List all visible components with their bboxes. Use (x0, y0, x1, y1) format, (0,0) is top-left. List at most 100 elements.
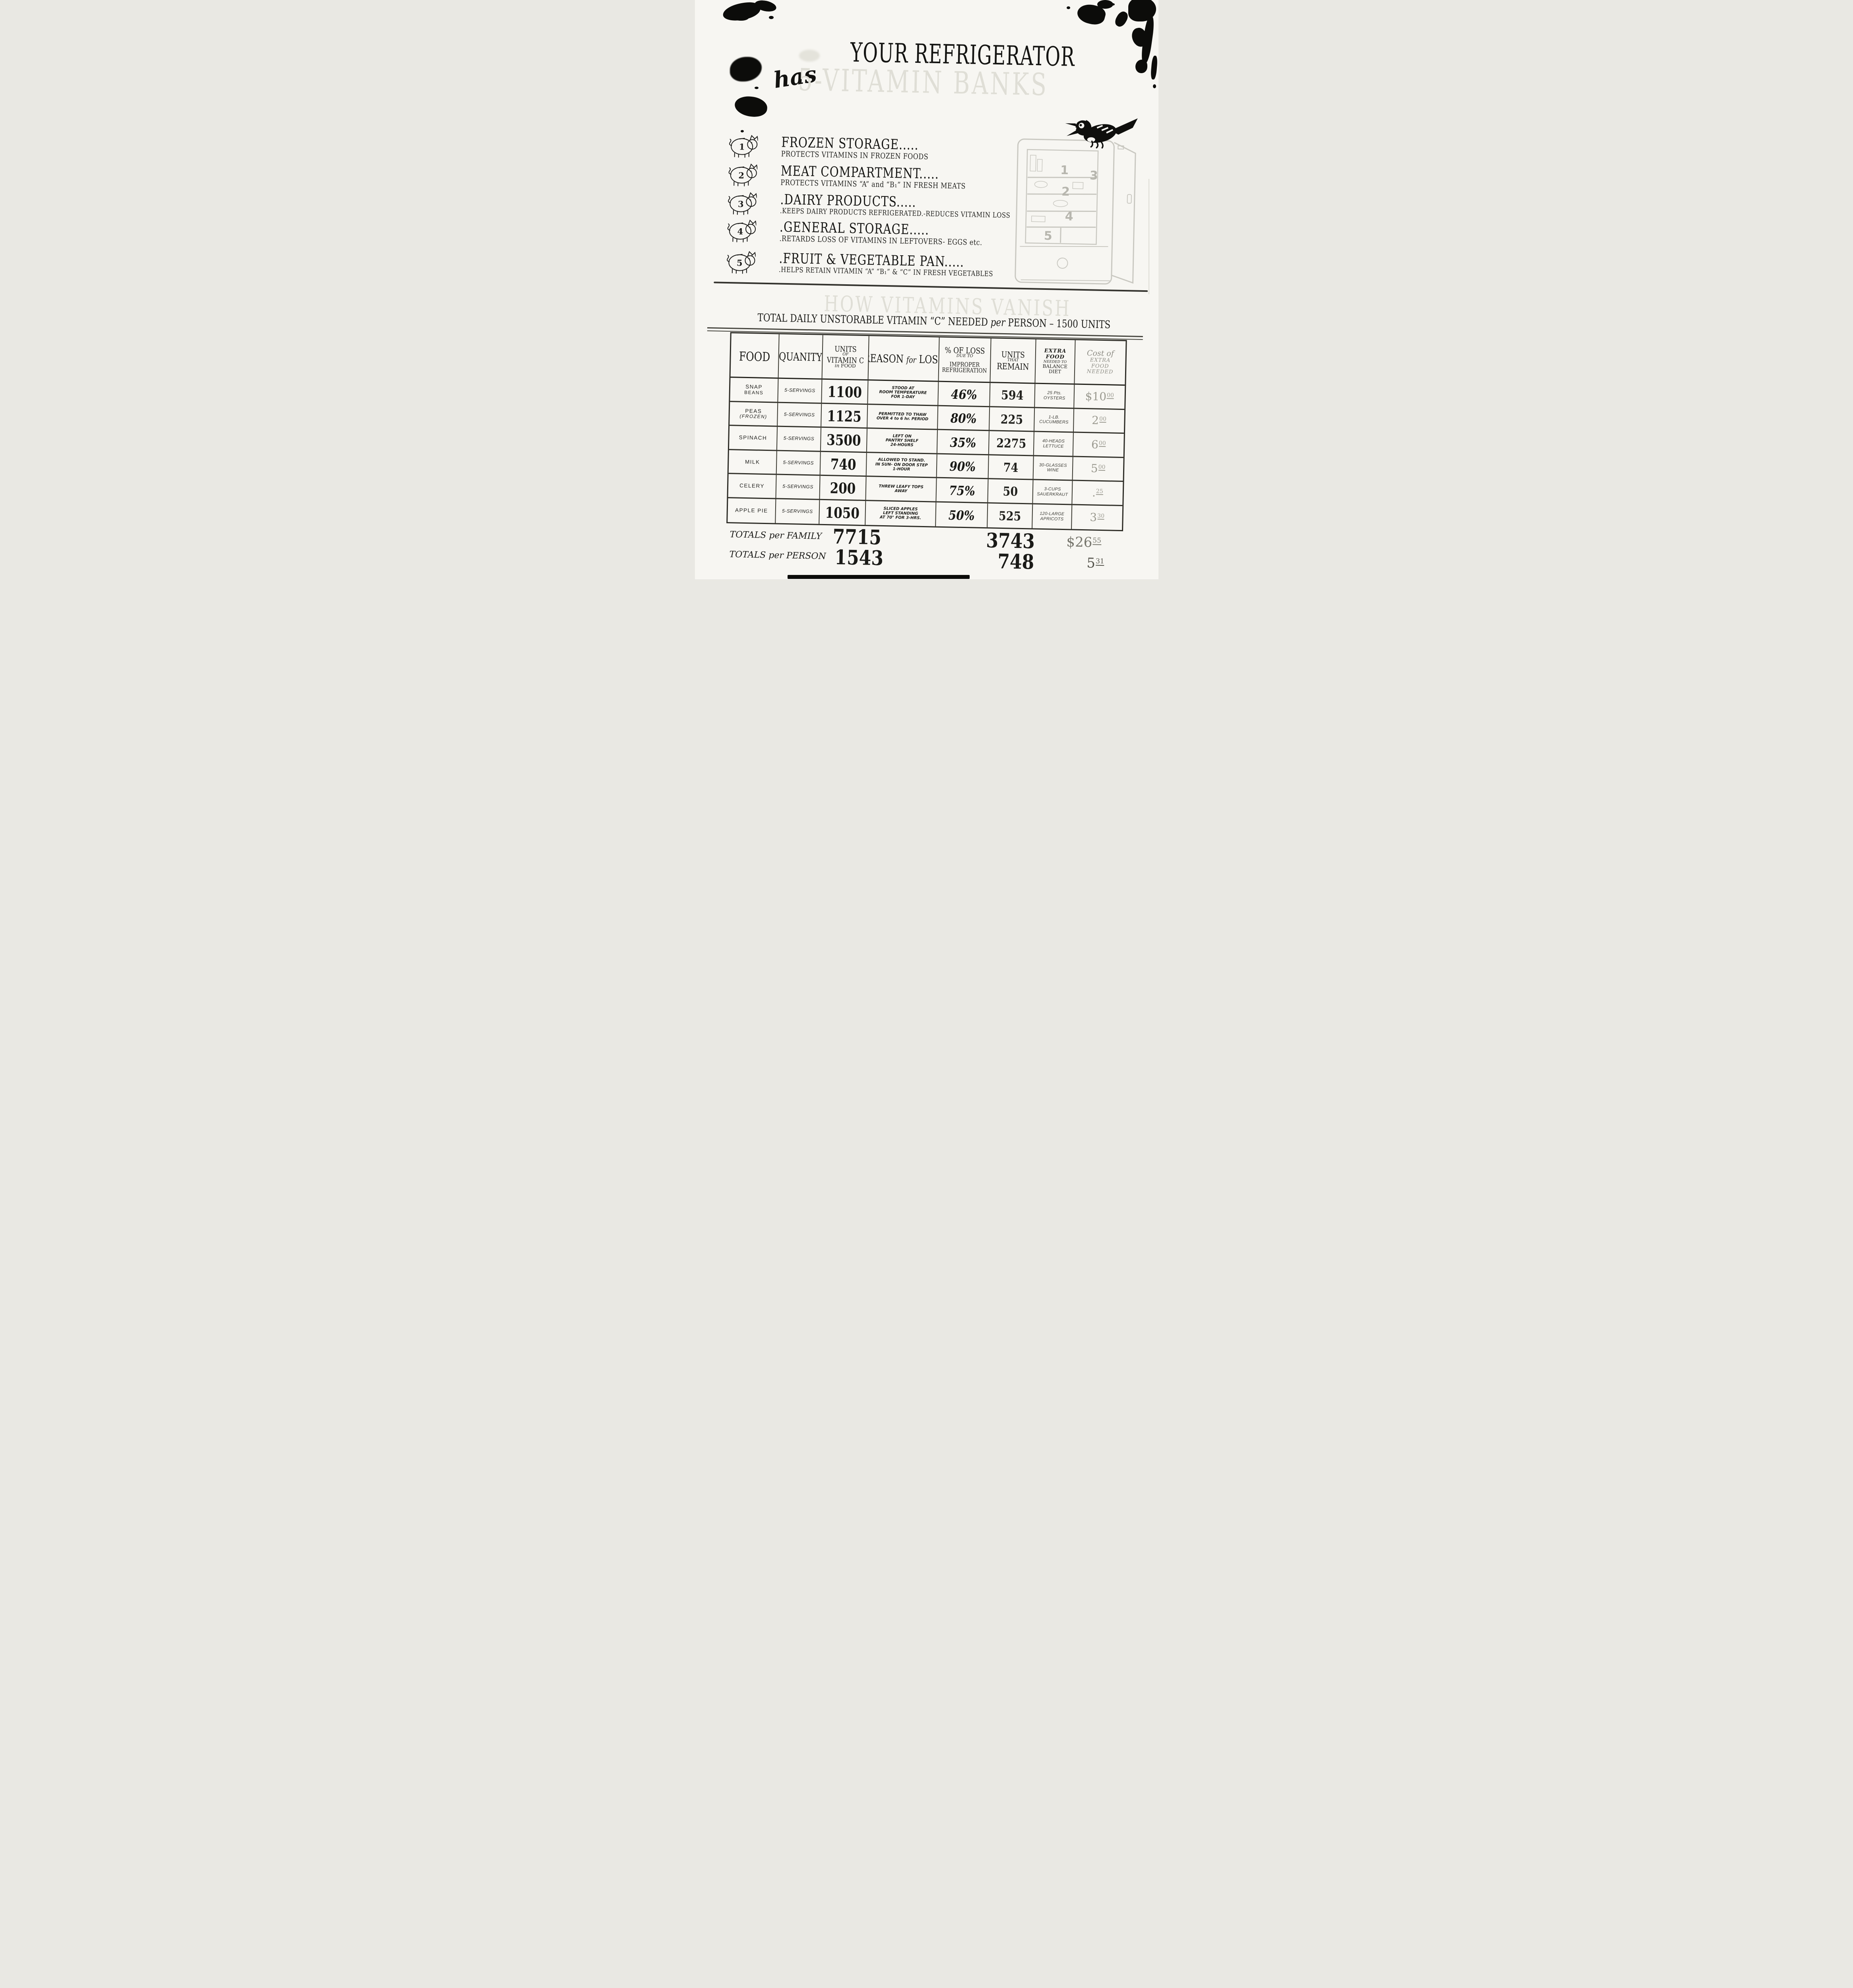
bank-description: .KEEPS DAIRY PRODUCTS REFRIGERATED.-REDU… (780, 206, 1011, 220)
scan-edge-bar (787, 575, 970, 579)
table-row-units: 1100 (821, 379, 868, 405)
ink-blot (1066, 6, 1070, 9)
bank-name: .FRUIT & VEGETABLE PAN..... (778, 250, 964, 270)
totals-family-label: TOTALS per FAMILY (729, 530, 822, 542)
table-row-extra-food: 120-LARGE APRICOTS (1032, 504, 1072, 529)
col-header-units-vitamin-c: UNITS OF VITAMIN C in FOOD (822, 335, 869, 381)
fridge-number-5: 5 (1044, 229, 1052, 243)
scanned-poster: YOUR REFRIGERATOR has 5-VITAMIN BANKS 1 … (695, 0, 1158, 579)
table-row-reason: LEFT ON PANTRY SHELF 24-HOURS (867, 429, 938, 454)
table-row-cost: 600 (1073, 433, 1124, 458)
col-header-units-remain: UNITS THAT REMAIN (990, 338, 1036, 384)
bank-item-dairy-products: 3 .DAIRY PRODUCTS..... .KEEPS DAIRY PROD… (695, 191, 1010, 227)
totals-person-label: TOTALS per PERSON (729, 549, 826, 562)
ink-blot (730, 57, 762, 82)
col-header-pct-loss: % OF LOSS DUE TO IMPROPER REFRIGERATION (938, 337, 992, 383)
bank-name: .DAIRY PRODUCTS..... (780, 191, 916, 210)
table-row-units-remain: 594 (990, 383, 1035, 408)
bank-description: PROTECTS VITAMINS IN FROZEN FOODS (781, 149, 928, 161)
table-row-units-remain: 50 (988, 479, 1034, 505)
paper-smudge (799, 50, 820, 62)
table-row-reason: SLICED APPLES LEFT STANDING AT 70° FOR 3-H… (865, 501, 936, 526)
table-row-food: PEAS (FROZEN) (729, 402, 778, 427)
ink-blot (733, 14, 749, 21)
table-row-units: 1050 (819, 500, 866, 525)
table-row-cost: $1000 (1074, 384, 1125, 410)
bank-item-general-storage: 4 .GENERAL STORAGE..... .RETARDS LOSS OF… (695, 218, 997, 254)
table-row-food: MILK (728, 450, 777, 475)
ink-blot (1135, 60, 1147, 73)
table-row-food: SNAP BEANS (730, 378, 779, 403)
magpie-bird-icon (1065, 118, 1138, 149)
ink-blot (1153, 84, 1156, 88)
table-row-units-remain: 74 (988, 455, 1034, 480)
table-row-food: CELERY (728, 474, 777, 499)
fridge-number-3: 3 (1089, 169, 1098, 182)
pig-number: 4 (737, 226, 743, 236)
pig-number: 2 (738, 170, 744, 180)
fridge-number-2: 2 (1061, 185, 1070, 199)
table-row-food: SPINACH (729, 426, 778, 451)
table-row-quantity: 5-SERVINGS (777, 427, 821, 452)
ghost-heading: HOW VITAMINS VANISH (823, 291, 1071, 321)
table-row-reason: ALLOWED TO STAND. IN SUN- ON DOOR STEP 1-H… (866, 452, 937, 478)
col-header-reason-for-loss: REASON for LOSS (868, 336, 940, 382)
table-row-units-remain: 225 (989, 407, 1035, 432)
table-row-reason: STOOD AT ROOM TEMPERATURE FOR 1-DAY (867, 381, 939, 406)
table-row-cost: .25 (1072, 481, 1123, 506)
table-row-quantity: 5-SERVINGS (777, 403, 822, 428)
script-word-per: per (990, 316, 1005, 329)
ghost-subtitle: 5-VITAMIN BANKS (797, 62, 1049, 103)
page-title: YOUR REFRIGERATOR (850, 37, 1075, 72)
piggy-bank-icon: 4 (727, 219, 757, 243)
refrigerator-illustration: 1 3 2 4 5 (1014, 118, 1138, 285)
totals-family-units: 7715 (832, 525, 882, 549)
ink-blot (1097, 0, 1113, 9)
table-row-units: 740 (820, 452, 867, 477)
table-row-units: 3500 (821, 427, 867, 453)
table-row-quantity: 5-SERVINGS (776, 475, 821, 500)
table-row-loss-pct: 80% (937, 406, 990, 431)
col-header-extra-food: EXTRA FOOD NEEDED TO BALANCE DIET (1035, 339, 1076, 385)
ink-blot (1110, 3, 1115, 6)
bank-item-meat-compartment: 2 MEAT COMPARTMENT..... PROTECTS VITAMIN… (695, 162, 998, 198)
table-row-units: 200 (819, 476, 867, 501)
table-row-reason: THREW LEAFY TOPS AWAY (865, 477, 937, 503)
bank-item-fruit-vegetable-pan: 5 .FRUIT & VEGETABLE PAN..... .HELPS RET… (695, 250, 997, 286)
bank-name: MEAT COMPARTMENT..... (780, 162, 939, 182)
piggy-bank-icon: 2 (728, 163, 757, 186)
table-row-cost: 200 (1073, 409, 1124, 434)
col-header-cost: Cost of EXTRA FOOD NEEDED (1074, 340, 1126, 386)
bank-item-frozen-storage: 1 FROZEN STORAGE..... PROTECTS VITAMINS … (696, 134, 999, 170)
totals-person-remain: 748 (997, 550, 1034, 574)
piggy-bank-icon: 1 (729, 135, 758, 158)
table-row-units: 1125 (821, 404, 868, 429)
table-row-units-remain: 2275 (989, 431, 1034, 456)
ink-blot (754, 87, 759, 89)
table-row-food: APPLE PIE (727, 498, 776, 523)
col-header-quantity: QUANITY (778, 334, 823, 380)
vitamin-loss-table: FOOD QUANITY UNITS OF VITAMIN C in FOOD … (726, 332, 1127, 532)
ink-blot (768, 16, 774, 19)
table-row-extra-food: 1-LB. CUCUMBERS (1034, 408, 1074, 433)
ink-blot (740, 130, 744, 132)
piggy-bank-icon: 5 (726, 251, 756, 274)
pig-number: 1 (739, 142, 745, 151)
table-row-loss-pct: 90% (937, 454, 989, 480)
table-row-extra-food: 40-HEADS LETTUCE (1034, 432, 1074, 457)
table-row-loss-pct: 50% (935, 502, 988, 528)
table-row-quantity: 5-SERVINGS (776, 451, 821, 476)
table-row-quantity: 5-SERVINGS (775, 499, 820, 524)
table-row-quantity: 5-SERVINGS (778, 379, 822, 404)
ink-blot (1093, 21, 1096, 24)
table-row-extra-food: 30-GLASSES WINE (1033, 456, 1073, 481)
table-row-extra-food: 3-CUPS SAUERKRAUT (1032, 480, 1073, 505)
table-row-cost: 500 (1072, 457, 1123, 482)
bank-description: .RETARDS LOSS OF VITAMINS IN LEFTOVERS- … (779, 234, 982, 247)
totals-family-cost: $2655 (1066, 534, 1101, 551)
table-row-loss-pct: 46% (938, 382, 990, 407)
table-row-reason: PERMITTED TO THAW OVER 4 to 6 hr. PERIOD (867, 404, 938, 430)
fridge-compartment-numbers: 1 3 2 4 5 (1044, 163, 1098, 243)
col-header-food: FOOD (730, 333, 780, 379)
table-row-loss-pct: 75% (936, 478, 989, 503)
